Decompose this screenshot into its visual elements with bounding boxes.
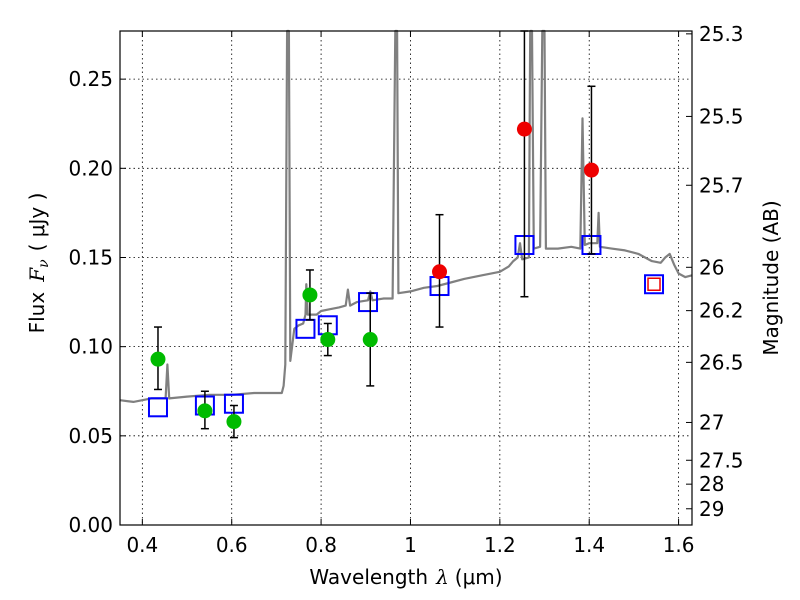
x-tick-label: 0.8: [305, 533, 337, 557]
y-tick-label: 0.10: [68, 335, 113, 359]
axis-ticks: [120, 31, 692, 526]
y-axis-title: Flux Fν ( μJy ): [25, 193, 52, 334]
y2-tick-label: 26: [699, 255, 724, 279]
y-tick-label: 0.15: [68, 245, 113, 269]
y2-tick-label: 26.2: [699, 299, 744, 323]
x-tick-label: 1.6: [663, 533, 695, 557]
y2-tick-label: 25.3: [699, 22, 744, 46]
y-tick-label: 0.00: [68, 513, 113, 537]
x-tick-label: 1.2: [484, 533, 516, 557]
observed-point: [320, 332, 336, 348]
x-axis-symbol: λ: [435, 565, 449, 589]
observed-point: [197, 403, 213, 419]
y2-tick-label: 25.5: [699, 104, 744, 128]
model-photometry-square: [644, 274, 665, 295]
y-axis-label: Flux: [25, 292, 49, 334]
x-tick-labels: 0.4 0.6 0.8 1 1.2 1.4 1.6: [126, 533, 694, 557]
x-axis-label: Wavelength: [309, 565, 428, 589]
observed-point: [302, 287, 318, 303]
y2-tick-label: 27: [699, 410, 724, 434]
observed-square: [647, 277, 661, 291]
y2-axis-title: Magnitude (AB): [759, 200, 783, 355]
plot-frame: [119, 30, 693, 526]
observed-point: [432, 264, 448, 280]
x-axis-title: Wavelength λ (μm): [309, 565, 502, 589]
y2-tick-label: 27.5: [699, 448, 744, 472]
series-layer: [119, 29, 693, 439]
grid: [120, 31, 692, 526]
observed-point: [362, 332, 378, 348]
y-axis-unit: ( μJy ): [25, 193, 49, 252]
model-photometry-square: [147, 397, 168, 418]
model-spectrum-line: [119, 29, 693, 403]
x-tick-label: 0.6: [216, 533, 248, 557]
x-tick-label: 1.4: [573, 533, 605, 557]
observed-point: [150, 351, 166, 367]
y-tick-label: 0.25: [68, 67, 113, 91]
y-axis-symbol: F: [25, 267, 49, 283]
y2-tick-label: 29: [699, 497, 724, 521]
observed-point: [583, 162, 599, 178]
y2-tick-label: 28: [699, 472, 724, 496]
observed-point: [226, 414, 242, 430]
y2-tick-label: 25.7: [699, 173, 744, 197]
x-tick-label: 1: [404, 533, 417, 557]
y-tick-label: 0.05: [68, 424, 113, 448]
model-photometry-square: [295, 318, 316, 339]
y-axis-subscript: ν: [36, 259, 52, 268]
observed-point: [516, 121, 532, 137]
y-tick-label: 0.20: [68, 156, 113, 180]
x-tick-label: 0.4: [126, 533, 158, 557]
y-tick-labels: 0.00 0.05 0.10 0.15 0.20 0.25: [68, 67, 113, 537]
y2-tick-label: 26.5: [699, 350, 744, 374]
x-axis-unit: (μm): [455, 565, 503, 589]
